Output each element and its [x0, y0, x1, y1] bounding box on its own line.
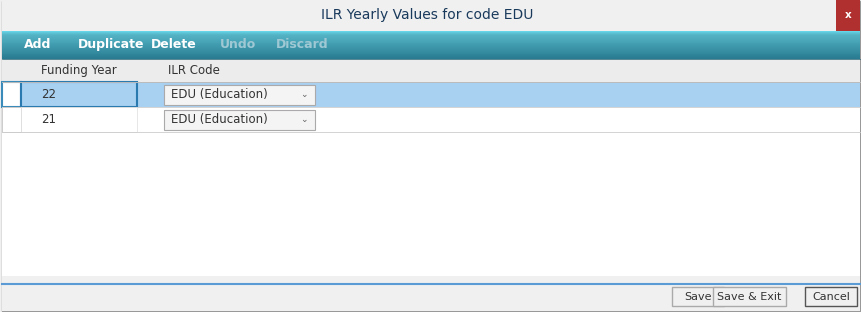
Bar [164, 110, 314, 130]
Text: ⌄: ⌄ [300, 115, 307, 124]
Bar [21, 107, 137, 132]
Bar [2, 36, 859, 37]
Bar [2, 51, 859, 52]
Text: Save & Exit: Save & Exit [716, 292, 781, 302]
Text: ⌄: ⌄ [300, 90, 307, 99]
Bar [2, 58, 859, 59]
Bar [2, 0, 859, 31]
Bar [2, 82, 21, 107]
Text: Undo: Undo [220, 38, 256, 51]
Bar [2, 56, 859, 57]
Bar [2, 39, 859, 40]
Text: ILR Code: ILR Code [168, 64, 220, 77]
Bar [2, 32, 859, 33]
Bar [2, 52, 859, 53]
Text: EDU (Education): EDU (Education) [170, 113, 267, 126]
Bar [2, 49, 859, 50]
Bar [2, 35, 859, 36]
Text: EDU (Education): EDU (Education) [170, 88, 267, 101]
Bar [2, 53, 859, 54]
Text: ILR Yearly Values for code EDU: ILR Yearly Values for code EDU [320, 8, 532, 22]
Bar [2, 54, 859, 55]
Text: 22: 22 [41, 88, 56, 101]
Text: Funding Year: Funding Year [41, 64, 117, 77]
Bar [712, 287, 785, 306]
Bar [2, 107, 859, 132]
Bar [2, 46, 859, 47]
Bar [2, 38, 859, 39]
Bar [2, 82, 859, 107]
Bar [2, 43, 859, 44]
Bar [2, 41, 859, 42]
Bar [2, 57, 859, 58]
Bar [21, 82, 137, 107]
Bar [672, 287, 723, 306]
Bar [2, 107, 21, 132]
Bar [2, 59, 859, 82]
Bar [835, 0, 859, 31]
Text: Save: Save [684, 292, 711, 302]
Bar [2, 55, 859, 56]
Bar [2, 34, 859, 35]
Bar [2, 45, 859, 46]
Text: 21: 21 [41, 113, 56, 126]
Text: Duplicate: Duplicate [77, 38, 144, 51]
Bar [2, 37, 859, 38]
Bar [2, 40, 859, 41]
Bar [2, 42, 859, 43]
Text: Delete: Delete [151, 38, 196, 51]
Bar [2, 48, 859, 49]
Text: Discard: Discard [276, 38, 328, 51]
Bar [2, 276, 859, 311]
Bar [2, 47, 859, 48]
Bar [2, 44, 859, 45]
Text: Cancel: Cancel [811, 292, 849, 302]
Bar [2, 33, 859, 34]
Text: Add: Add [24, 38, 52, 51]
Bar [2, 50, 859, 51]
Text: x: x [844, 10, 851, 20]
Bar [804, 287, 856, 306]
Bar [164, 85, 314, 105]
Bar [2, 82, 859, 276]
Bar [2, 31, 859, 32]
